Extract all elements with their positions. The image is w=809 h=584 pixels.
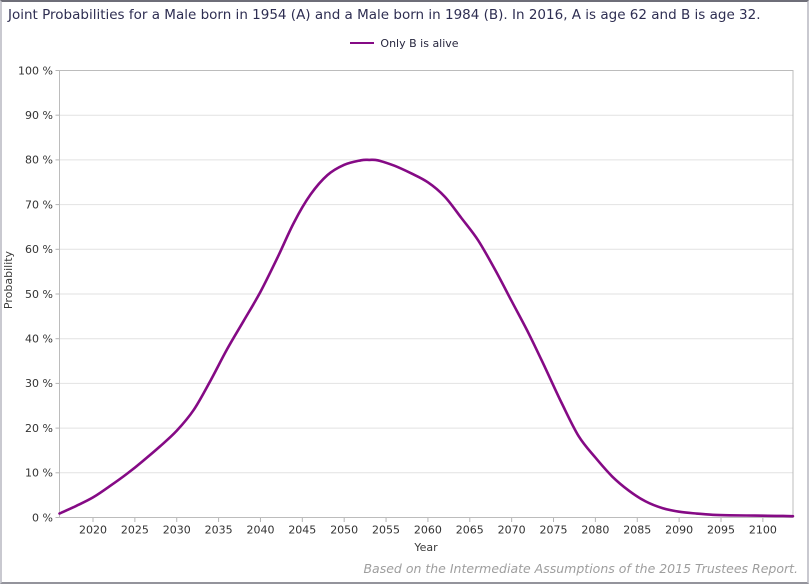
y-tick-label: 100 % <box>18 64 53 77</box>
plot-border <box>59 70 794 518</box>
source-note: Based on the Intermediate Assumptions of… <box>363 561 798 576</box>
x-tick-label: 2080 <box>581 524 609 537</box>
x-tick-label: 2065 <box>456 524 484 537</box>
legend-line-swatch <box>350 42 375 44</box>
x-tick-label: 2100 <box>749 524 777 537</box>
chart-title: Joint Probabilities for a Male born in 1… <box>8 7 761 23</box>
x-tick-label: 2090 <box>665 524 693 537</box>
y-tick-label: 50 % <box>25 288 53 301</box>
x-axis-title: Year <box>413 541 438 554</box>
y-tick-label: 20 % <box>25 422 53 435</box>
legend: Only B is alive <box>0 36 809 50</box>
y-tick-label: 10 % <box>25 467 53 480</box>
x-tick-label: 2030 <box>163 524 191 537</box>
x-tick-label: 2035 <box>205 524 233 537</box>
y-tick-label: 60 % <box>25 243 53 256</box>
y-tick-label: 70 % <box>25 198 53 211</box>
x-tick-label: 2095 <box>707 524 735 537</box>
x-tick-label: 2050 <box>330 524 358 537</box>
x-tick-label: 2055 <box>372 524 400 537</box>
y-tick-label: 80 % <box>25 154 53 167</box>
y-tick-label: 90 % <box>25 109 53 122</box>
y-tick-label: 30 % <box>25 377 53 390</box>
series-line-only-b-is-alive <box>58 158 795 518</box>
x-tick-label: 2070 <box>498 524 526 537</box>
x-tick-label: 2040 <box>246 524 274 537</box>
x-tick-label: 2085 <box>623 524 651 537</box>
x-tick-label: 2025 <box>121 524 149 537</box>
y-tick-label: 0 % <box>32 511 53 524</box>
legend-label: Only B is alive <box>380 36 459 50</box>
x-tick-label: 2020 <box>79 524 107 537</box>
y-tick-label: 40 % <box>25 333 53 346</box>
x-tick-label: 2060 <box>414 524 442 537</box>
x-tick-label: 2045 <box>288 524 316 537</box>
x-tick-label: 2075 <box>540 524 568 537</box>
y-axis-title: Probability <box>2 250 15 309</box>
